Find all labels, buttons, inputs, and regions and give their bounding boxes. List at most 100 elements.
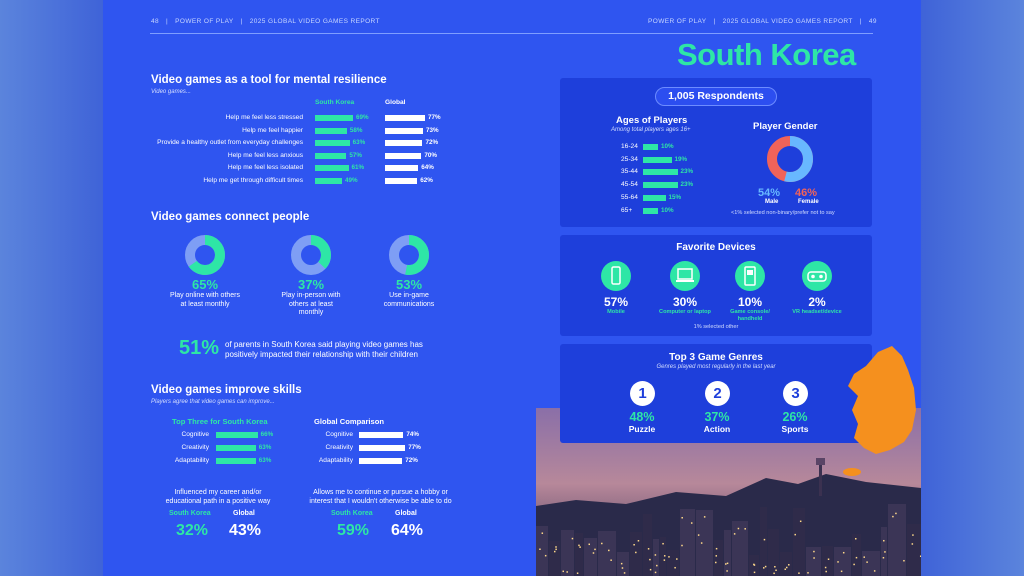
window-light [668, 556, 670, 558]
building [881, 527, 887, 576]
window-light [785, 566, 788, 569]
connect-pct: 37% [297, 277, 325, 292]
window-light [842, 551, 845, 554]
window-light [553, 550, 556, 553]
window-light [725, 563, 727, 565]
window-light [608, 549, 610, 552]
genre-name: Puzzle [628, 424, 656, 434]
resilience-row-label: Help me get through difficult times [203, 177, 303, 184]
devices-card: Favorite Devices 57% Mobile 30% Computer or… [560, 235, 872, 336]
resilience-country-value: 69% [355, 114, 369, 121]
window-light [588, 543, 591, 546]
hobby-text-line1: Allows me to continue or pursue a hobby … [313, 489, 448, 496]
building [696, 510, 713, 576]
resilience-global-bar [385, 165, 419, 172]
country-title: South Korea [677, 37, 856, 72]
building [888, 504, 906, 576]
hobby-text-line2: interest that I wouldn't otherwise be ab… [309, 498, 452, 505]
phone-icon [611, 266, 621, 285]
window-light [681, 544, 683, 547]
building [862, 551, 880, 576]
right-brand: POWER OF PLAY [648, 18, 707, 25]
genre-rank-badge: 2 [705, 381, 730, 406]
age-range: 45-54 [621, 181, 638, 189]
device-icon-circle [601, 261, 631, 291]
gender-donut [767, 136, 813, 182]
genres-card: Top 3 Game Genres Genres played most reg… [560, 344, 872, 443]
age-range: 55-64 [621, 193, 638, 201]
age-range: 65+ [621, 206, 633, 214]
window-light [919, 555, 921, 557]
resilience-row-label: Help me feel less anxious [227, 151, 303, 159]
window-light [637, 540, 640, 542]
blurred-background-left [0, 0, 103, 576]
resilience-global-bar [385, 178, 418, 184]
resilience-col-global: Global [385, 99, 406, 106]
age-pct: 19% [674, 155, 688, 163]
window-light [855, 556, 858, 559]
connect-title: Video games connect people [151, 211, 310, 223]
window-light [794, 533, 796, 536]
building [660, 537, 666, 576]
skill-global-value: 77% [408, 444, 421, 451]
window-light [866, 561, 868, 563]
respondents-pill: 1,005 Respondents [655, 87, 777, 106]
device-label: Game console/handheld [715, 309, 785, 322]
device-label: VR headset/device [782, 309, 852, 316]
building [806, 547, 821, 576]
building [617, 552, 629, 576]
window-light [733, 533, 736, 535]
window-light [623, 572, 626, 574]
resilience-country-value: 61% [351, 164, 365, 172]
connect-label: Play in-person with others at least monthl… [261, 292, 361, 318]
age-bar [643, 144, 658, 150]
skill-country-bar [216, 458, 256, 464]
window-light [566, 571, 568, 573]
window-light [853, 563, 855, 566]
building [643, 514, 652, 576]
window-light [788, 564, 790, 566]
age-pct: 10% [661, 143, 674, 150]
building [561, 530, 574, 576]
resilience-country-value: 63% [352, 139, 366, 147]
building [575, 533, 583, 576]
age-bar [643, 156, 672, 163]
window-light [578, 544, 580, 547]
skill-global-label: Adaptability [318, 457, 353, 464]
building [598, 531, 616, 576]
age-bar [643, 169, 678, 176]
blurred-background-right [921, 0, 1024, 576]
connect-label-line: monthly [298, 309, 324, 316]
career-global-pct: 43% [229, 522, 262, 539]
window-light [773, 572, 775, 575]
resilience-global-bar [385, 140, 423, 147]
window-light [774, 566, 776, 568]
parents-stat: 51% [179, 337, 220, 359]
career-country-label: South Korea [169, 510, 211, 517]
resilience-row-label: Help me feel less stressed [225, 114, 303, 121]
building [680, 509, 695, 576]
window-light [649, 568, 652, 571]
career-global-label: Global [233, 510, 255, 517]
window-light [633, 543, 635, 546]
genre-name: Action [703, 424, 731, 434]
building [780, 552, 792, 576]
genre-rank-badge: 3 [783, 381, 808, 406]
window-light [837, 561, 839, 563]
skill-global-bar [359, 458, 403, 464]
resilience-country-bar [315, 152, 347, 159]
building [907, 524, 921, 576]
skill-label: Cognitive [181, 431, 210, 438]
skill-country-value: 63% [258, 444, 272, 451]
device-icon-circle [670, 261, 700, 291]
resilience-global-bar [385, 152, 422, 159]
device-label: Computer or laptop [650, 309, 720, 316]
building [724, 530, 731, 576]
window-light [715, 547, 718, 550]
window-light [690, 522, 693, 524]
left-running-header: 48 | POWER OF PLAY | 2025 GLOBAL VIDEO GAMES… [151, 18, 380, 25]
window-light [798, 572, 800, 574]
skills-subtitle: Players agree that video games can impro… [151, 399, 275, 405]
vr-headset-icon [807, 271, 827, 282]
connect-donut [185, 235, 225, 275]
